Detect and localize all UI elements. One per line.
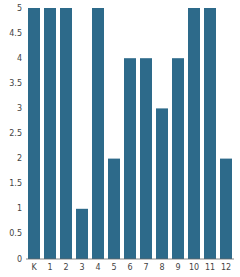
y-tick-label: 3.5 xyxy=(9,79,22,88)
y-tick-label: 5 xyxy=(17,4,22,13)
bars xyxy=(28,8,232,259)
y-tick-label: 1.5 xyxy=(9,179,22,188)
x-tick-label: 5 xyxy=(111,263,116,272)
x-tick-label: 8 xyxy=(159,263,164,272)
bar xyxy=(28,8,40,259)
x-tick-label: 9 xyxy=(175,263,180,272)
chart-container: 00.511.522.533.544.55K123456789101112 xyxy=(0,0,240,277)
x-tick-label: 3 xyxy=(79,263,84,272)
x-tick-label: 1 xyxy=(47,263,52,272)
y-tick-label: 0 xyxy=(17,255,22,264)
x-tick-label: 2 xyxy=(63,263,68,272)
x-tick-label: 12 xyxy=(221,263,231,272)
x-tick-label: K xyxy=(31,263,37,272)
x-axis: K123456789101112 xyxy=(26,259,234,272)
bar xyxy=(60,8,72,259)
bar xyxy=(220,159,232,259)
bar xyxy=(140,58,152,259)
y-tick-label: 2.5 xyxy=(9,129,22,138)
bar xyxy=(188,8,200,259)
x-tick-label: 7 xyxy=(143,263,148,272)
bar xyxy=(172,58,184,259)
bar xyxy=(156,108,168,259)
y-tick-label: 2 xyxy=(17,154,22,163)
x-tick-label: 10 xyxy=(189,263,199,272)
y-tick-label: 1 xyxy=(17,204,22,213)
x-tick-label: 11 xyxy=(205,263,215,272)
bar xyxy=(204,8,216,259)
bar xyxy=(108,159,120,259)
y-tick-label: 4.5 xyxy=(9,29,22,38)
x-tick-label: 6 xyxy=(127,263,132,272)
x-axis-line xyxy=(26,259,234,260)
bar xyxy=(76,209,88,259)
bar xyxy=(124,58,136,259)
y-tick-label: 4 xyxy=(17,54,22,63)
x-tick-label: 4 xyxy=(95,263,100,272)
chart-svg: 00.511.522.533.544.55K123456789101112 xyxy=(0,0,240,277)
y-tick-label: 0.5 xyxy=(9,229,22,238)
bar xyxy=(44,8,56,259)
y-axis: 0 0.5 1 1.5 2 2.5 3 3.5 4 4.5 5 xyxy=(9,4,22,264)
y-tick-label: 3 xyxy=(17,104,22,113)
bar xyxy=(92,8,104,259)
